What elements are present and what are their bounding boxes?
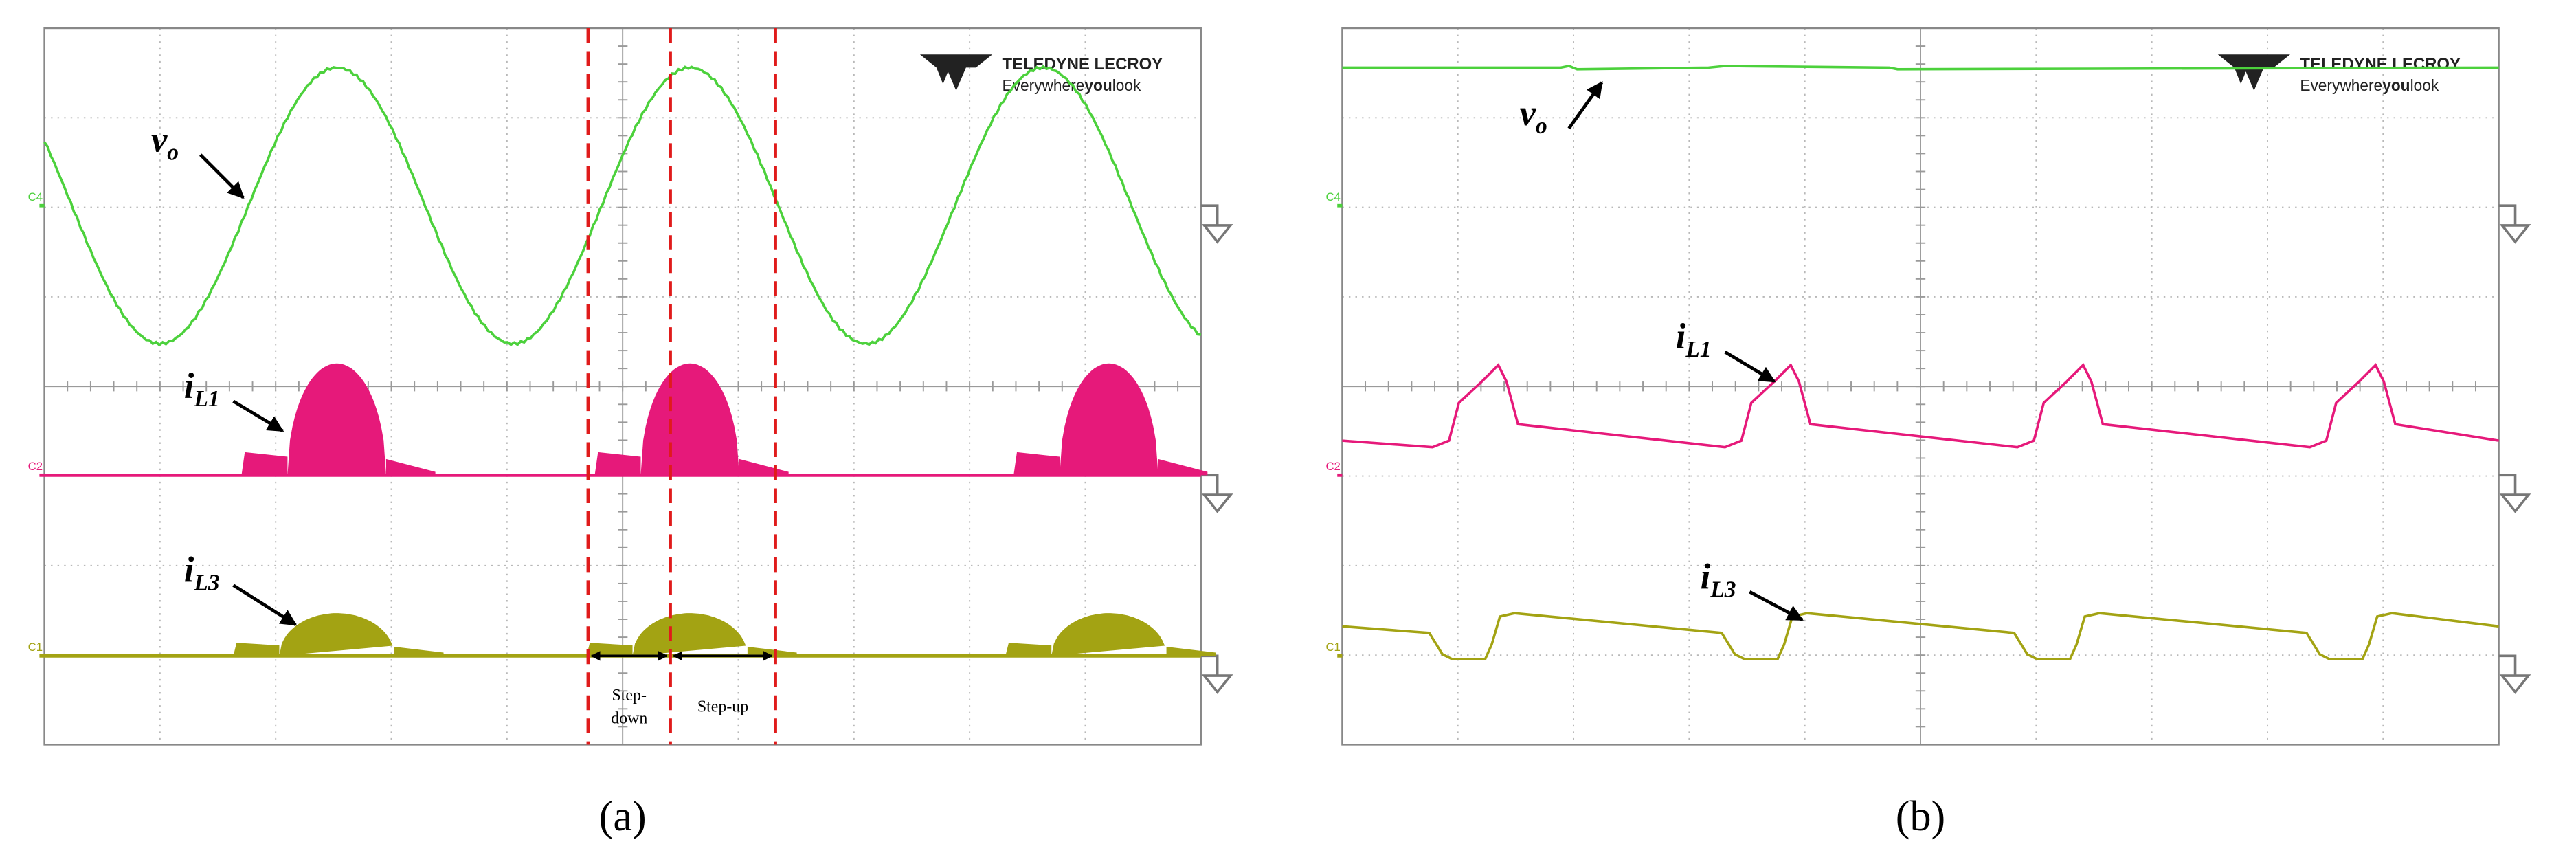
waveform-lobe xyxy=(241,452,288,476)
channel-label: C4 xyxy=(28,190,43,203)
ground-symbol xyxy=(2498,474,2531,513)
ground-symbol xyxy=(1200,204,1233,244)
waveform-lobe xyxy=(747,646,797,656)
signal-symbol: i xyxy=(1676,317,1686,357)
signal-symbol: i xyxy=(184,366,194,406)
waveform-lobe xyxy=(1013,452,1060,476)
interval-label: Step- xyxy=(612,687,647,704)
label-arrow xyxy=(232,399,284,432)
signal-subscript: o xyxy=(1536,113,1547,139)
channel-label: C1 xyxy=(28,641,43,654)
ground-symbol xyxy=(2498,654,2531,694)
label-arrow xyxy=(199,153,245,199)
waveform-lobe xyxy=(739,458,789,476)
ground-symbol xyxy=(2498,204,2531,244)
waveform-lobe xyxy=(385,458,436,476)
waveform-burst xyxy=(279,613,393,656)
waveform-lobe xyxy=(394,646,444,656)
logo-icon xyxy=(919,54,993,91)
waveform-burst xyxy=(1051,613,1165,656)
signal-subscript: L1 xyxy=(1685,337,1711,362)
scope-frame xyxy=(1341,27,2500,746)
scope-frame xyxy=(43,27,1202,746)
label-arrow xyxy=(1724,350,1776,384)
signal-subscript: L3 xyxy=(1710,577,1736,602)
signal-label: iL3 xyxy=(184,551,220,596)
ground-symbol xyxy=(1200,474,1233,513)
tagline-part: you xyxy=(2382,76,2410,94)
signal-label: iL3 xyxy=(1701,557,1736,602)
logo-tagline: Everywhereyoulook xyxy=(2300,76,2439,94)
waveform-lobe xyxy=(1166,646,1216,656)
signal-symbol: i xyxy=(184,551,194,590)
logo-brand: TELEDYNE LECROY xyxy=(2300,55,2461,74)
waveform-lobe xyxy=(233,643,280,656)
label-arrow xyxy=(1567,80,1604,130)
waveform-il3 xyxy=(1342,612,2499,660)
ground-symbol xyxy=(1200,654,1233,694)
signal-label: vo xyxy=(1520,93,1547,139)
logo-icon xyxy=(2217,54,2290,91)
signal-symbol: v xyxy=(151,120,168,159)
waveform-il1 xyxy=(1342,363,2499,449)
waveform-burst xyxy=(287,363,386,476)
logo-brand: TELEDYNE LECROY xyxy=(1002,55,1163,74)
waveform-lobe xyxy=(586,643,633,656)
waveform-vo xyxy=(1342,65,2499,71)
channel-label: C1 xyxy=(1325,641,1340,654)
tagline-part: look xyxy=(1112,76,1141,94)
signal-subscript: L1 xyxy=(193,386,219,412)
waveform-lobe xyxy=(1158,458,1208,476)
signal-symbol: i xyxy=(1701,557,1711,597)
channel-label: C4 xyxy=(1325,190,1340,203)
interval-label: Step-up xyxy=(697,698,748,716)
label-arrow xyxy=(232,584,298,626)
waveform-burst xyxy=(640,363,739,476)
caption: (b) xyxy=(1896,793,1945,840)
waveform-burst xyxy=(1060,363,1158,476)
interval-label: down xyxy=(611,709,647,727)
tagline-part: look xyxy=(2410,76,2439,94)
signal-label: iL1 xyxy=(1676,317,1712,362)
channel-label: C2 xyxy=(28,460,43,473)
tagline-part: you xyxy=(1084,76,1112,94)
caption: (a) xyxy=(599,793,647,840)
channel-label: C2 xyxy=(1325,460,1340,473)
waveform-vo xyxy=(43,65,1201,347)
signal-label: vo xyxy=(151,120,179,165)
label-arrow xyxy=(1749,590,1804,621)
tagline-part: Everywhere xyxy=(2300,76,2382,94)
signal-subscript: L3 xyxy=(193,570,219,596)
signal-label: iL1 xyxy=(184,366,220,412)
waveform-lobe xyxy=(1005,643,1052,656)
signal-symbol: v xyxy=(1520,93,1536,133)
waveform-lobe xyxy=(594,452,641,476)
signal-subscript: o xyxy=(167,140,179,165)
waveform-burst xyxy=(632,613,746,656)
